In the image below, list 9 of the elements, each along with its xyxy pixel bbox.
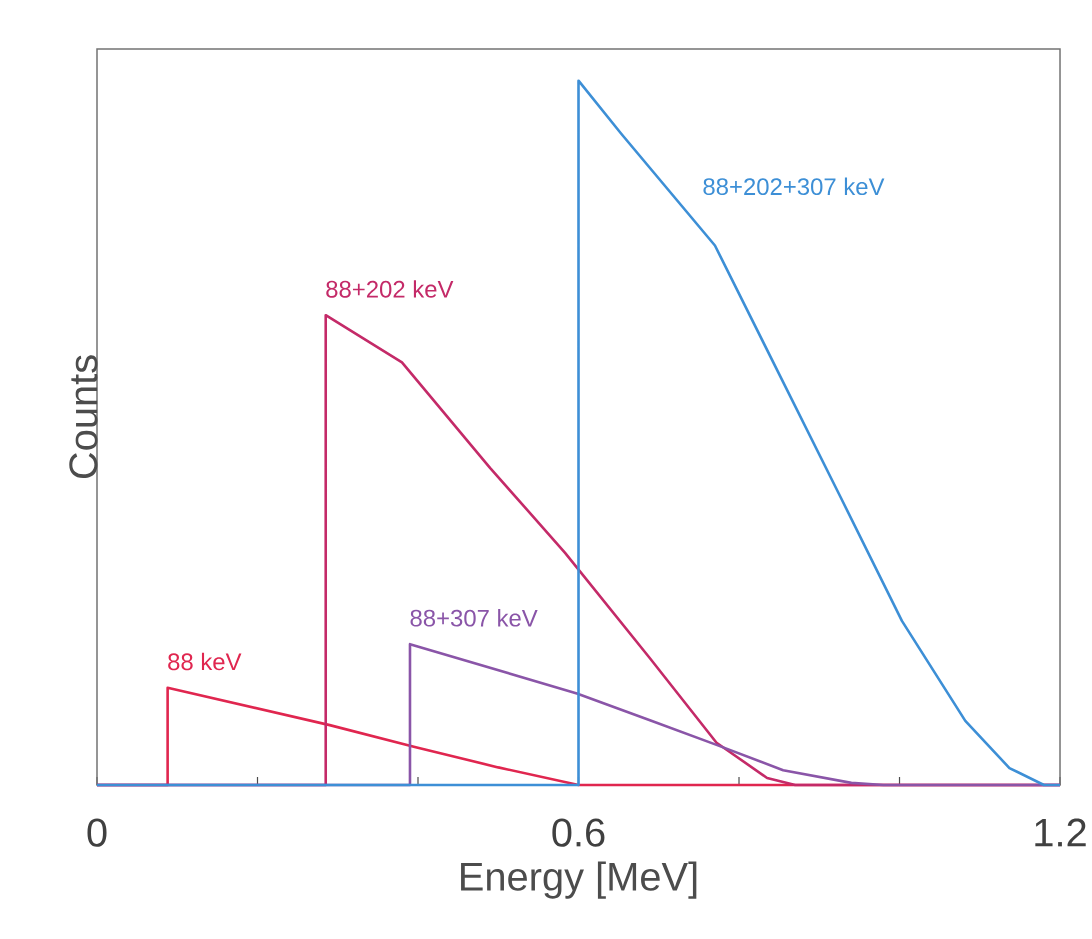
x-axis-title: Energy [MeV]	[461, 861, 697, 899]
series-label: 88+202+307 keV	[703, 177, 885, 196]
series-label: 88+202 keV	[326, 280, 454, 298]
series-label: 88 keV	[168, 652, 242, 671]
x-tick-label: 0.6	[552, 818, 605, 847]
x-tick-label: 1.2	[1035, 818, 1086, 847]
x-tick-label: 0	[87, 818, 107, 847]
series-label: 88+307 keV	[410, 609, 538, 627]
y-axis-title: Counts	[69, 355, 98, 479]
